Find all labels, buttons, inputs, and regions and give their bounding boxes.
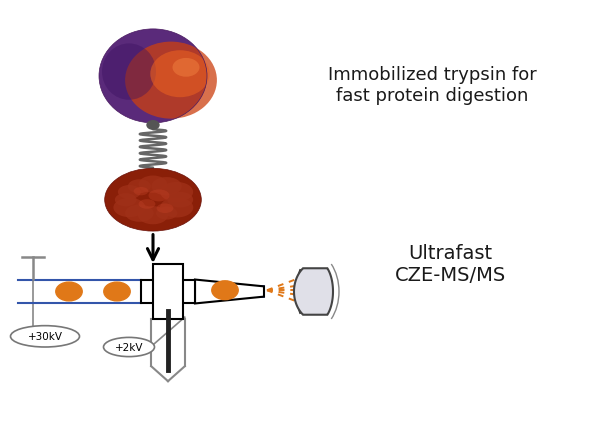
Ellipse shape [139, 200, 155, 209]
Ellipse shape [160, 182, 193, 202]
Ellipse shape [173, 59, 199, 78]
Polygon shape [294, 269, 333, 315]
Ellipse shape [115, 194, 137, 207]
Text: +2kV: +2kV [115, 342, 143, 352]
Ellipse shape [99, 30, 207, 124]
Ellipse shape [151, 51, 210, 98]
Ellipse shape [102, 44, 156, 101]
Ellipse shape [167, 193, 193, 208]
Ellipse shape [157, 204, 173, 213]
Ellipse shape [118, 186, 141, 199]
Ellipse shape [104, 169, 202, 232]
Ellipse shape [128, 180, 151, 194]
Ellipse shape [125, 43, 217, 119]
Ellipse shape [113, 199, 145, 218]
Ellipse shape [156, 207, 177, 220]
Circle shape [147, 121, 159, 130]
Ellipse shape [138, 207, 168, 225]
Ellipse shape [160, 198, 193, 218]
Ellipse shape [152, 178, 182, 196]
Bar [141, 280, 195, 304]
Ellipse shape [149, 190, 170, 202]
Circle shape [212, 281, 238, 300]
Polygon shape [195, 280, 264, 304]
Bar [153, 264, 183, 320]
Ellipse shape [139, 176, 167, 193]
Ellipse shape [125, 205, 154, 222]
Text: Immobilized trypsin for
fast protein digestion: Immobilized trypsin for fast protein dig… [328, 66, 536, 104]
Text: +30kV: +30kV [28, 331, 62, 342]
Ellipse shape [11, 326, 79, 347]
Circle shape [56, 282, 82, 301]
Ellipse shape [104, 337, 155, 357]
Circle shape [104, 282, 130, 301]
Ellipse shape [134, 187, 148, 196]
Text: Ultrafast
CZE-MS/MS: Ultrafast CZE-MS/MS [394, 244, 506, 285]
